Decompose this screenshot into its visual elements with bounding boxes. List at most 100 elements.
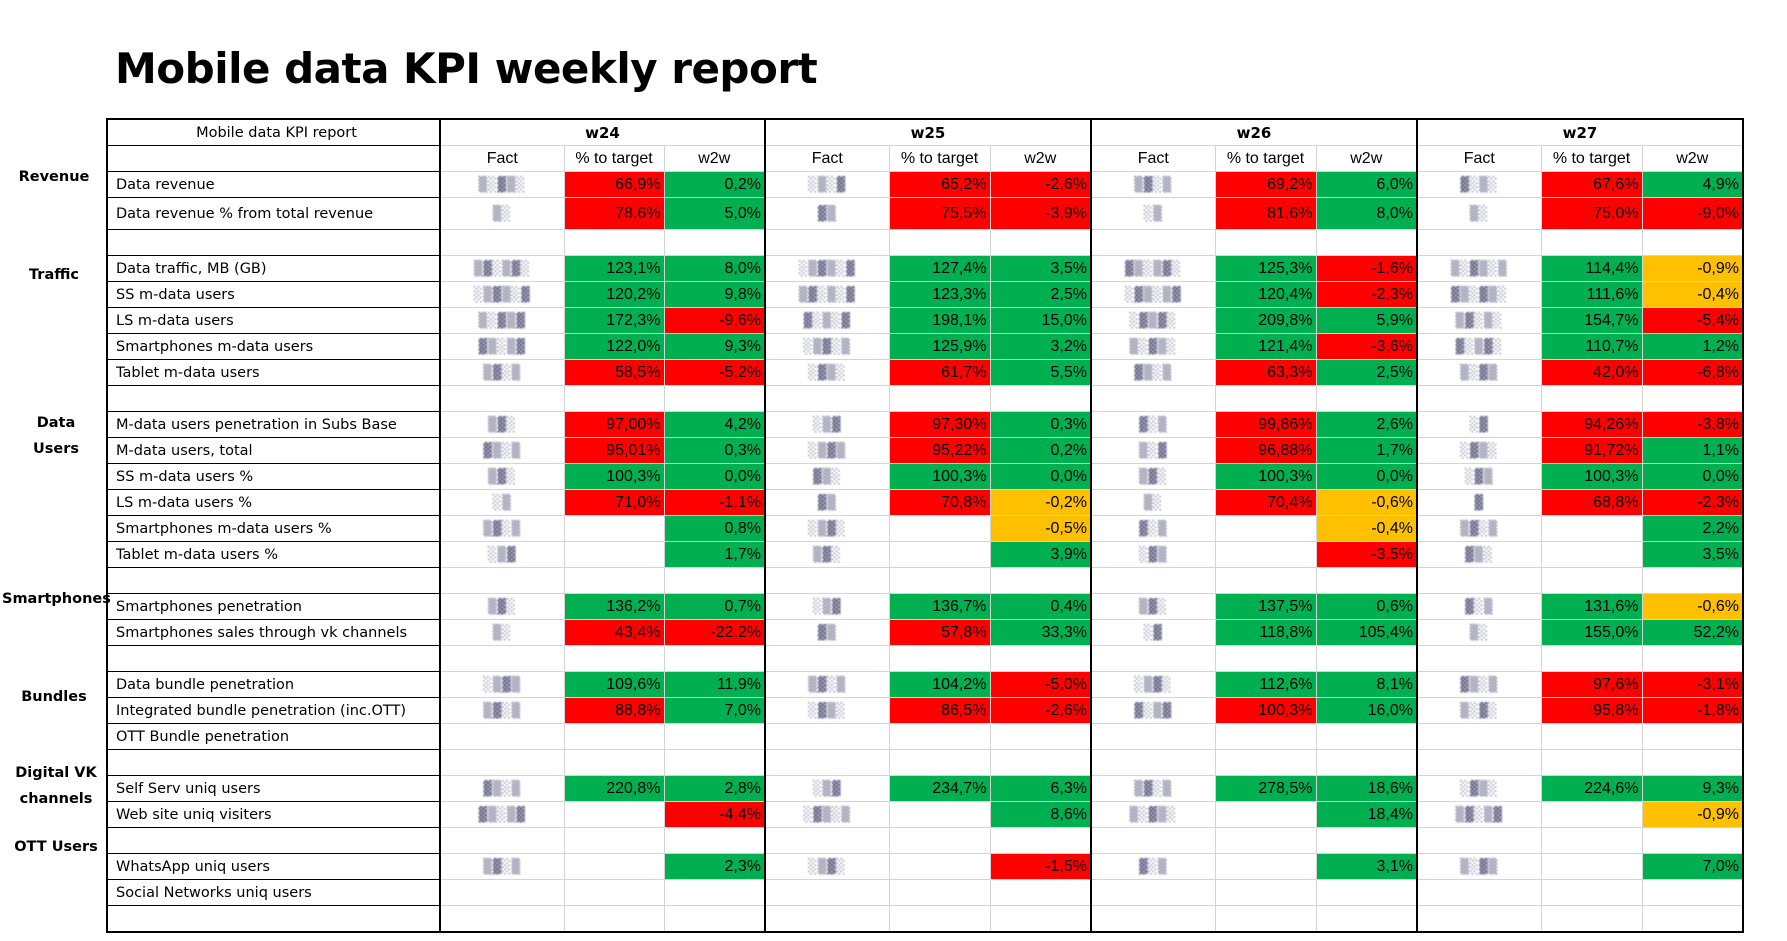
w2w-change: 8,0% bbox=[663, 255, 766, 282]
w2w-change: 9,3% bbox=[663, 333, 766, 360]
kpi-label bbox=[106, 827, 441, 854]
pct-to-target: 71,0% bbox=[563, 489, 665, 516]
fact-value-obscured: ░▒▓░ bbox=[764, 515, 890, 542]
fact-value-obscured bbox=[1090, 567, 1216, 594]
w2w-change: -2,6% bbox=[989, 697, 1092, 724]
week-header-row: Mobile data KPI report w24 w25 w26 w27 bbox=[106, 118, 1744, 146]
fact-value-obscured: ░▒▓▒ bbox=[764, 437, 890, 464]
corner-label: Mobile data KPI report bbox=[106, 118, 441, 146]
fact-value-obscured: ▓░▒ bbox=[1090, 853, 1216, 880]
fact-value-obscured: ▒▓░ bbox=[439, 593, 565, 620]
pct-to-target bbox=[1214, 541, 1317, 568]
fact-value-obscured: ▒░▓▒ bbox=[1416, 359, 1542, 386]
subheader-row: Fact% to target w2w Fact% to target w2w Fact… bbox=[106, 145, 1744, 172]
pct-to-target: 120,2% bbox=[563, 281, 665, 308]
w2w-change: 6,0% bbox=[1315, 171, 1418, 198]
w2w-change bbox=[1315, 567, 1418, 594]
pct-to-target bbox=[563, 905, 665, 933]
week-header-w24: w24 bbox=[439, 118, 766, 146]
kpi-label: Data bundle penetration bbox=[106, 671, 441, 698]
w2w-change: -1,6% bbox=[1315, 255, 1418, 282]
w2w-change: 7,0% bbox=[663, 697, 766, 724]
kpi-row: Smartphones m-data users % ▒▓░▒ 0,8% ░▒▓░ -0… bbox=[106, 515, 1744, 542]
pct-to-target: 131,6% bbox=[1540, 593, 1643, 620]
fact-value-obscured: ▒░ bbox=[1416, 619, 1542, 646]
w2w-change: -1,5% bbox=[989, 853, 1092, 880]
kpi-label: Integrated bundle penetration (inc.OTT) bbox=[106, 697, 441, 724]
pct-to-target: 127,4% bbox=[888, 255, 991, 282]
kpi-row: WhatsApp uniq users ▒▓░▒ 2,3% ░▒▓░ -1,5% ▓░▒ 3… bbox=[106, 853, 1744, 880]
pct-to-target: 94,26% bbox=[1540, 411, 1643, 438]
w2w-change bbox=[663, 749, 766, 776]
w2w-change bbox=[663, 905, 766, 933]
fact-value-obscured: ▒▓░▒ bbox=[764, 671, 890, 698]
pct-to-target: 136,7% bbox=[888, 593, 991, 620]
w2w-change: 1,1% bbox=[1641, 437, 1744, 464]
w2w-change: 2,8% bbox=[663, 775, 766, 802]
w2w-change: 3,1% bbox=[1315, 853, 1418, 880]
week-header-w25: w25 bbox=[764, 118, 1092, 146]
fact-value-obscured: ▒░▓▒░ bbox=[1090, 333, 1216, 360]
w2w-change bbox=[663, 723, 766, 750]
w2w-change: -2,3% bbox=[1641, 489, 1744, 516]
w2w-change: -3,1% bbox=[1641, 671, 1744, 698]
w2w-change: 18,6% bbox=[1315, 775, 1418, 802]
pct-to-target: 61,7% bbox=[888, 359, 991, 386]
fact-value-obscured: ▓▒░▒ bbox=[439, 775, 565, 802]
fact-value-obscured: ░▓ bbox=[1090, 619, 1216, 646]
fact-value-obscured bbox=[1090, 879, 1216, 906]
spacer-row bbox=[106, 905, 1744, 933]
w2w-change bbox=[663, 645, 766, 672]
pct-to-target bbox=[563, 567, 665, 594]
fact-value-obscured bbox=[1416, 749, 1542, 776]
pct-to-target bbox=[1540, 723, 1643, 750]
pct-to-target: 95,01% bbox=[563, 437, 665, 464]
pct-to-target: 91,72% bbox=[1540, 437, 1643, 464]
w2w-change: 8,0% bbox=[1315, 197, 1418, 230]
w2w-change bbox=[663, 229, 766, 256]
w2w-change: -4,4% bbox=[663, 801, 766, 828]
category-traffic: Traffic bbox=[29, 267, 79, 283]
subheader-w2w: w2w bbox=[989, 145, 1092, 172]
w2w-change: 0,7% bbox=[663, 593, 766, 620]
w2w-change bbox=[1315, 879, 1418, 906]
pct-to-target: 75,0% bbox=[1540, 197, 1643, 230]
w2w-change bbox=[1315, 385, 1418, 412]
pct-to-target: 75,5% bbox=[888, 197, 991, 230]
pct-to-target: 66,9% bbox=[563, 171, 665, 198]
pct-to-target bbox=[1214, 853, 1317, 880]
fact-value-obscured: ▓ bbox=[1416, 489, 1542, 516]
fact-value-obscured: ░▒▓░▒ bbox=[764, 333, 890, 360]
pct-to-target bbox=[1214, 567, 1317, 594]
fact-value-obscured: ▒░▓▒░ bbox=[1090, 801, 1216, 828]
pct-to-target bbox=[1214, 229, 1317, 256]
w2w-change bbox=[1641, 749, 1744, 776]
subheader--to-target: % to target bbox=[1540, 145, 1643, 172]
kpi-row: OTT Bundle penetration bbox=[106, 723, 1744, 750]
category-data-users: Data Users bbox=[32, 415, 80, 457]
pct-to-target bbox=[888, 385, 991, 412]
fact-value-obscured: ▓░▒ bbox=[1090, 411, 1216, 438]
fact-value-obscured: ▒░▓▒▓ bbox=[439, 307, 565, 334]
kpi-table: Mobile data KPI report w24 w25 w26 w27 Fact % … bbox=[106, 118, 1744, 933]
kpi-row: LS m-data users ▒░▓▒▓ 172,3% -9,6% ▓░▒░▓ 198,… bbox=[106, 307, 1744, 334]
pct-to-target: 125,3% bbox=[1214, 255, 1317, 282]
w2w-change: 6,3% bbox=[989, 775, 1092, 802]
w2w-change bbox=[989, 385, 1092, 412]
fact-value-obscured: ▓▒░▓▒░ bbox=[1416, 281, 1542, 308]
fact-value-obscured: ▓░▒▓ bbox=[1090, 697, 1216, 724]
subheader-fact: Fact bbox=[1090, 145, 1216, 172]
fact-value-obscured: ▒▓░▒░▓ bbox=[764, 281, 890, 308]
w2w-change: 5,0% bbox=[663, 197, 766, 230]
fact-value-obscured bbox=[764, 645, 890, 672]
kpi-label: Social Networks uniq users bbox=[106, 879, 441, 906]
w2w-change: 0,2% bbox=[663, 171, 766, 198]
kpi-label: LS m-data users bbox=[106, 307, 441, 334]
pct-to-target bbox=[1540, 827, 1643, 854]
fact-value-obscured: ▓▒░ bbox=[1416, 541, 1542, 568]
w2w-change: 0,4% bbox=[989, 593, 1092, 620]
category-ott-users: OTT Users bbox=[14, 839, 98, 855]
kpi-label: SS m-data users bbox=[106, 281, 441, 308]
w2w-change: -5,4% bbox=[1641, 307, 1744, 334]
category-digital-line1: Digital VK bbox=[15, 765, 97, 781]
